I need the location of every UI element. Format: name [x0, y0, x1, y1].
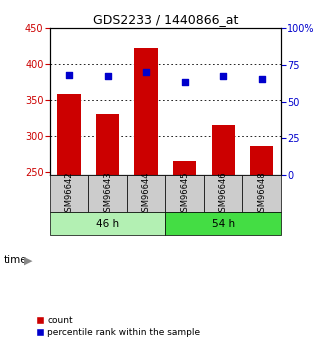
Bar	[134, 48, 158, 176]
Text: GSM96644: GSM96644	[142, 171, 151, 217]
Text: GSM96643: GSM96643	[103, 171, 112, 217]
Point	[66, 72, 72, 78]
Bar	[165, 213, 281, 235]
Bar	[57, 94, 81, 176]
Bar	[127, 176, 165, 213]
Text: GSM96642: GSM96642	[65, 171, 74, 217]
Bar	[88, 176, 127, 213]
Point	[105, 73, 110, 79]
Bar	[242, 176, 281, 213]
Bar	[50, 213, 165, 235]
Point	[143, 69, 149, 75]
Text: ▶: ▶	[24, 256, 32, 265]
Text: GSM96646: GSM96646	[219, 171, 228, 217]
Title: GDS2233 / 1440866_at: GDS2233 / 1440866_at	[93, 13, 238, 27]
Text: time: time	[3, 256, 27, 265]
Bar	[165, 176, 204, 213]
Bar	[96, 114, 119, 176]
Bar	[250, 146, 273, 176]
Text: 46 h: 46 h	[96, 218, 119, 228]
Bar	[204, 176, 242, 213]
Point	[259, 77, 264, 82]
Text: 54 h: 54 h	[212, 218, 235, 228]
Bar	[212, 125, 235, 176]
Point	[182, 80, 187, 85]
Bar	[50, 176, 88, 213]
Text: GSM96645: GSM96645	[180, 171, 189, 217]
Point	[221, 73, 226, 79]
Bar	[173, 161, 196, 176]
Text: GSM96648: GSM96648	[257, 171, 266, 217]
Legend: count, percentile rank within the sample: count, percentile rank within the sample	[37, 316, 201, 337]
